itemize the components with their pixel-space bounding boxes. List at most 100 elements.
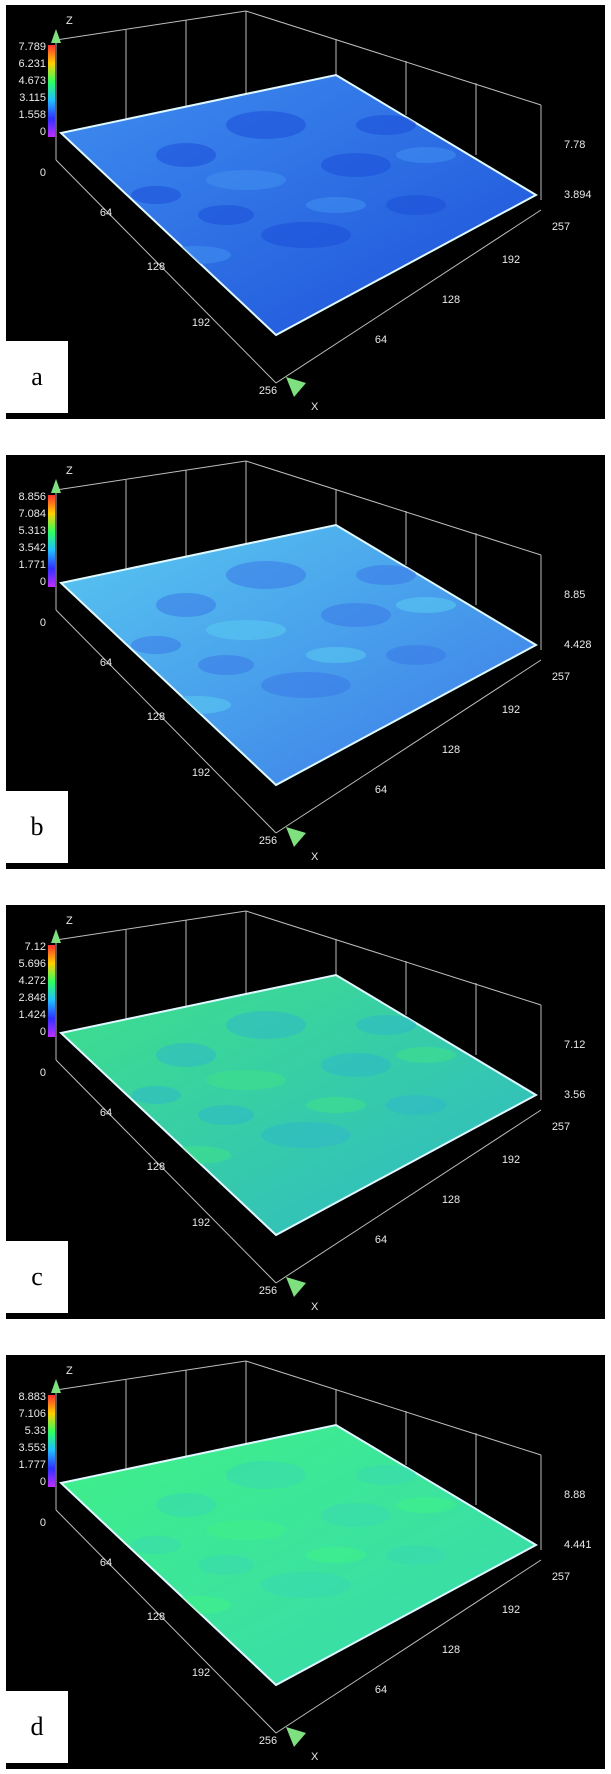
colorbar-label: 4.673: [18, 75, 46, 87]
surface-dip: [321, 1053, 391, 1077]
grid-line: [275, 1109, 542, 1284]
surface: [58, 973, 539, 1237]
grid-line: [55, 910, 247, 941]
surface-ridge: [306, 647, 366, 663]
y-tick-label: 128: [442, 744, 460, 756]
surface-dip: [131, 1086, 181, 1104]
x-tick-label: 64: [100, 657, 112, 669]
surface-dip: [226, 111, 306, 139]
x-tick-label: 256: [259, 385, 277, 397]
x-tick-label: 192: [192, 1217, 210, 1229]
surface-dip: [261, 1572, 351, 1598]
surface-dip: [386, 195, 446, 215]
colorbar-label: 4.272: [18, 975, 46, 987]
colorbar-label: 7.789: [18, 41, 46, 53]
colorbar-label: 8.883: [18, 1391, 46, 1403]
surface-dip: [131, 636, 181, 654]
y-tick-label: 192: [502, 704, 520, 716]
surface-dip: [226, 561, 306, 589]
letter-box: [6, 791, 68, 863]
y-tick-label: 64: [375, 1234, 387, 1246]
x-tick-label: 64: [100, 1107, 112, 1119]
right-z-label: 4.441: [564, 1539, 592, 1551]
x-label: X: [311, 401, 319, 413]
grid-line: [245, 10, 542, 106]
z-zero-label: 0: [40, 617, 46, 629]
z-zero-label: 0: [40, 1517, 46, 1529]
y-tick-label: 192: [502, 254, 520, 266]
y-tick-label: 257: [552, 1571, 570, 1583]
x-tick-label: 256: [259, 1735, 277, 1747]
surface-dip: [156, 143, 216, 167]
surface-dip: [321, 603, 391, 627]
surface-dip: [226, 1011, 306, 1039]
panel-letter: c: [31, 1262, 43, 1291]
y-tick-label: 128: [442, 1644, 460, 1656]
surface-plot: Z 8.856 7.084 5.313 3.542 1.771 0 0 64 128 192 256 X…: [6, 455, 605, 869]
surface-ridge: [306, 1097, 366, 1113]
surface-dip: [156, 1043, 216, 1067]
y-tick-label: 257: [552, 1121, 570, 1133]
grid-line: [55, 1059, 277, 1284]
colorbar-label: 1.777: [18, 1459, 46, 1471]
grid-line: [275, 209, 542, 384]
colorbar: [48, 495, 55, 587]
surface-dip: [131, 1536, 181, 1554]
colorbar-label: 5.33: [25, 1425, 46, 1437]
right-z-label: 7.12: [564, 1039, 585, 1051]
z-zero-label: 0: [40, 1067, 46, 1079]
y-tick-label: 257: [552, 671, 570, 683]
z-zero-label: 0: [40, 167, 46, 179]
grid-line: [245, 1360, 542, 1456]
panel-letter: d: [31, 1712, 44, 1741]
colorbar-label: 0: [40, 1026, 46, 1038]
y-tick-label: 192: [502, 1154, 520, 1166]
grid-line: [275, 1559, 542, 1734]
colorbar-label: 0: [40, 576, 46, 588]
surface-dip: [386, 645, 446, 665]
z-arrow: [51, 479, 61, 493]
x-tick-label: 64: [100, 207, 112, 219]
grid-line: [245, 460, 542, 556]
surface: [58, 1423, 539, 1687]
surface-ridge: [306, 197, 366, 213]
surface-dip: [386, 1545, 446, 1565]
surface-ridge: [396, 147, 456, 163]
colorbar-label: 2.848: [18, 992, 46, 1004]
y-tick-label: 192: [502, 1604, 520, 1616]
colorbar-label: 7.12: [25, 941, 46, 953]
colorbar-label: 1.771: [18, 559, 46, 571]
x-label: X: [311, 1301, 319, 1313]
x-tick-label: 192: [192, 1667, 210, 1679]
colorbar-label: 7.084: [18, 508, 46, 520]
right-z-label: 8.85: [564, 589, 585, 601]
surface-ridge: [396, 1047, 456, 1063]
surface-dip: [198, 1105, 254, 1125]
x-label: X: [311, 851, 319, 863]
z-arrow: [51, 929, 61, 943]
colorbar-label: 1.424: [18, 1009, 46, 1021]
surface-texture: [131, 1461, 456, 1614]
surface-ridge: [206, 620, 286, 640]
z-arrow: [51, 1379, 61, 1393]
z-arrow: [51, 29, 61, 43]
grid-line: [55, 1360, 247, 1391]
y-tick-label: 128: [442, 1194, 460, 1206]
surface-dip: [261, 1122, 351, 1148]
x-tick-label: 256: [259, 1285, 277, 1297]
x-tick-label: 256: [259, 835, 277, 847]
y-tick-label: 64: [375, 1684, 387, 1696]
colorbar-label: 1.558: [18, 109, 46, 121]
colorbar-label: 3.553: [18, 1442, 46, 1454]
y-tick-label: 64: [375, 334, 387, 346]
surface-ridge: [396, 1497, 456, 1513]
colorbar: [48, 45, 55, 137]
y-tick-label: 257: [552, 221, 570, 233]
surface-dip: [261, 222, 351, 248]
panel-letter: b: [31, 812, 44, 841]
y-tick-label: 128: [442, 294, 460, 306]
surface-plot: Z 8.883 7.106 5.33 3.553 1.777 0 0 64 128 192 256 X 6…: [6, 1355, 605, 1769]
colorbar-label: 3.115: [19, 92, 46, 104]
surface-dip: [198, 205, 254, 225]
letter-box: [6, 1691, 68, 1763]
